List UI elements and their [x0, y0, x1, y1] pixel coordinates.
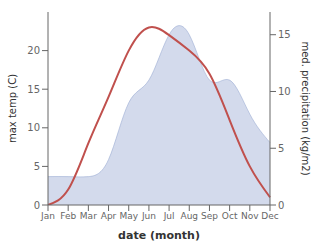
svg-text:5: 5 — [278, 143, 284, 154]
svg-text:max temp (C): max temp (C) — [8, 74, 18, 143]
svg-text:15: 15 — [27, 84, 40, 95]
svg-text:Apr: Apr — [101, 211, 117, 221]
svg-text:Dec: Dec — [261, 211, 278, 221]
svg-text:10: 10 — [278, 86, 291, 97]
svg-text:0: 0 — [34, 200, 40, 211]
svg-text:5: 5 — [34, 161, 40, 172]
svg-text:Jul: Jul — [163, 211, 175, 221]
svg-text:0: 0 — [278, 200, 284, 211]
svg-text:Sep: Sep — [201, 211, 218, 221]
svg-text:Aug: Aug — [180, 211, 198, 221]
svg-text:Jun: Jun — [141, 211, 156, 221]
svg-text:May: May — [119, 211, 138, 221]
svg-text:Nov: Nov — [241, 211, 259, 221]
svg-text:Jan: Jan — [40, 211, 55, 221]
svg-text:date (month): date (month) — [118, 229, 200, 242]
svg-text:med. precipitation (kg/m2): med. precipitation (kg/m2) — [300, 41, 310, 175]
svg-text:Mar: Mar — [80, 211, 97, 221]
svg-text:Oct: Oct — [222, 211, 238, 221]
svg-text:15: 15 — [278, 29, 291, 40]
svg-text:20: 20 — [27, 45, 40, 56]
svg-text:10: 10 — [27, 122, 40, 133]
svg-text:Feb: Feb — [60, 211, 76, 221]
